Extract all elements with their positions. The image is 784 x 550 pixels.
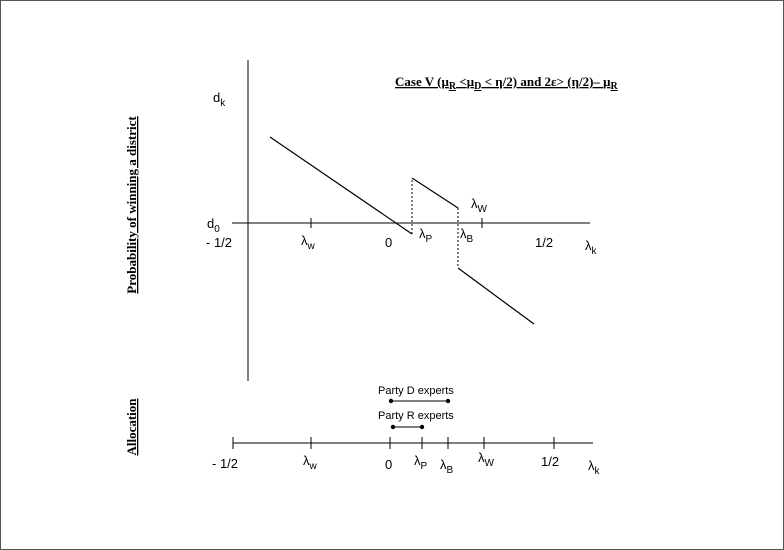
d0-label: d0 [207, 216, 220, 235]
party-r-right-dot [419, 424, 425, 430]
label-neg-half: - 1/2 [206, 235, 232, 250]
x-axis-label: λk [585, 238, 598, 257]
party-d-label: Party D experts [378, 385, 454, 397]
allocation-axis-title: Allocation [124, 398, 139, 456]
bottom-panel: Allocation Party D experts Party R exper… [124, 385, 601, 477]
case-title: Case V (μR <μD < η/2) and 2ε> (η/2)– μR [395, 74, 619, 92]
blabel-lambda-P: λP [414, 453, 428, 472]
party-r-left-dot [390, 424, 396, 430]
y-axis-label: dk [213, 90, 226, 109]
curve-segment-2 [411, 177, 459, 209]
blabel-neg-half: - 1/2 [212, 456, 238, 471]
blabel-lambda-k: λk [588, 458, 601, 477]
probability-axis-title: Probability of winning a district [124, 116, 139, 294]
blabel-pos-half: 1/2 [541, 454, 559, 469]
label-lambda-w: λw [301, 233, 316, 252]
top-panel: Probability of winning a district Case V… [124, 60, 619, 381]
blabel-zero: 0 [385, 457, 392, 472]
label-lambda-P: λP [419, 226, 433, 245]
party-r-label: Party R experts [378, 410, 454, 422]
blabel-lambda-W: λW [478, 450, 495, 469]
party-d-right-dot [445, 398, 451, 404]
label-pos-half: 1/2 [535, 235, 553, 250]
party-d-left-dot [388, 398, 394, 404]
label-lambda-B: λB [460, 226, 474, 245]
blabel-lambda-B: λB [440, 457, 454, 476]
blabel-lambda-w: λw [303, 453, 318, 472]
label-lambda-W: λW [471, 196, 488, 215]
label-zero: 0 [385, 235, 392, 250]
curve-segment-3 [457, 267, 535, 325]
curve-segment-1 [269, 136, 413, 235]
